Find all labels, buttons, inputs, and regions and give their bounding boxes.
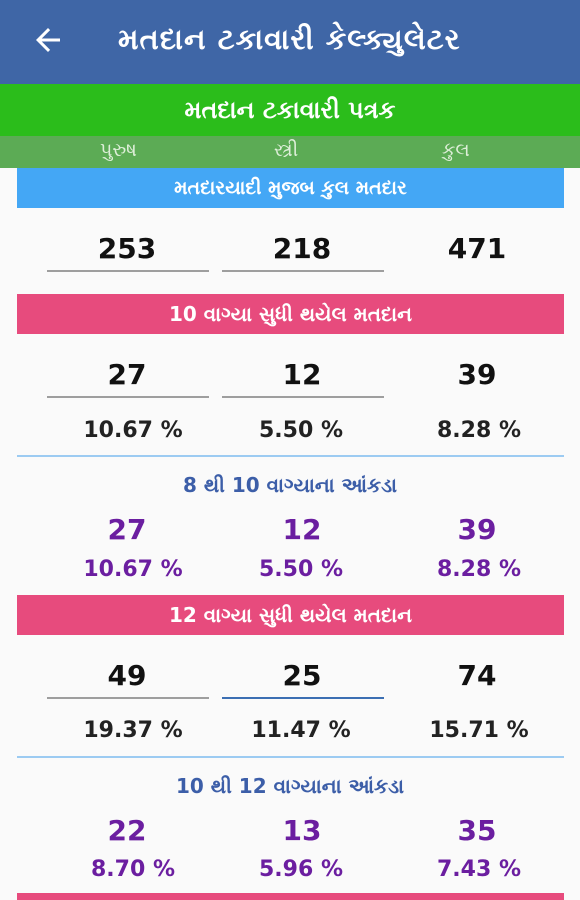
slot-12-female-pct: 11.47 % xyxy=(251,718,351,743)
slot-12-total-pct: 15.71 % xyxy=(429,718,529,743)
range-8-10-total-pct: 8.28 % xyxy=(437,557,521,582)
range-10-12-male: 22 xyxy=(107,814,147,847)
range-8-10-male-pct: 10.67 % xyxy=(83,557,183,582)
slot-12-total: 74 xyxy=(457,659,497,692)
app-bar: મતદાન ટકાવારી કેલ્ક્યુલેટર xyxy=(0,0,580,84)
slot-12-female-input[interactable]: 25 xyxy=(282,659,322,692)
app-title: મતદાન ટકાવારી કેલ્ક્યુલેટર xyxy=(118,22,461,56)
total-voters-female-input[interactable]: 218 xyxy=(272,232,332,265)
range-10-12-female: 13 xyxy=(282,814,322,847)
divider xyxy=(17,756,564,758)
column-header-bar: પુરુષ સ્ત્રી કુલ xyxy=(0,136,580,168)
slot-10-total: 39 xyxy=(457,358,497,391)
input-underline-focused xyxy=(222,697,384,699)
input-underline xyxy=(222,396,384,398)
range-8-10-female-pct: 5.50 % xyxy=(259,557,343,582)
total-voters-male-input[interactable]: 253 xyxy=(97,232,157,265)
range-8-10-label: 8 થી 10 વાગ્યાના આંકડા xyxy=(182,473,398,497)
slot-12-male-input[interactable]: 49 xyxy=(107,659,147,692)
slot-10-male-input[interactable]: 27 xyxy=(107,358,147,391)
range-10-12-male-pct: 8.70 % xyxy=(91,857,175,882)
input-underline xyxy=(222,270,384,272)
input-underline xyxy=(47,270,209,272)
total-voters-total: 471 xyxy=(447,232,507,265)
total-voters-header: મતદારયાદી મુજબ કુલ મતદાર xyxy=(17,168,564,208)
sheet-title: મતદાન ટકાવારી પત્રક xyxy=(0,84,580,136)
range-8-10-total: 39 xyxy=(457,513,497,546)
range-10-12-total: 35 xyxy=(457,814,497,847)
slot-10-female-pct: 5.50 % xyxy=(259,418,343,443)
slot-10-female-input[interactable]: 12 xyxy=(282,358,322,391)
range-10-12-female-pct: 5.96 % xyxy=(259,857,343,882)
range-8-10-male: 27 xyxy=(107,513,147,546)
slot-10-total-pct: 8.28 % xyxy=(437,418,521,443)
range-10-12-total-pct: 7.43 % xyxy=(437,857,521,882)
range-8-10-female: 12 xyxy=(282,513,322,546)
slot-10-male-pct: 10.67 % xyxy=(83,418,183,443)
slot-10-header: 10 વાગ્યા સુધી થયેલ મતદાન xyxy=(17,294,564,334)
range-10-12-label: 10 થી 12 વાગ્યાના આંકડા xyxy=(175,774,405,798)
divider xyxy=(17,455,564,457)
slot-12-header: 12 વાગ્યા સુધી થયેલ મતદાન xyxy=(17,595,564,635)
next-section-header-partial xyxy=(17,893,564,900)
arrow-left-icon[interactable] xyxy=(30,22,66,58)
input-underline xyxy=(47,396,209,398)
slot-12-male-pct: 19.37 % xyxy=(83,718,183,743)
input-underline xyxy=(47,697,209,699)
column-male: પુરુષ xyxy=(100,139,137,161)
column-total: કુલ xyxy=(442,139,470,161)
column-female: સ્ત્રી xyxy=(274,139,299,161)
